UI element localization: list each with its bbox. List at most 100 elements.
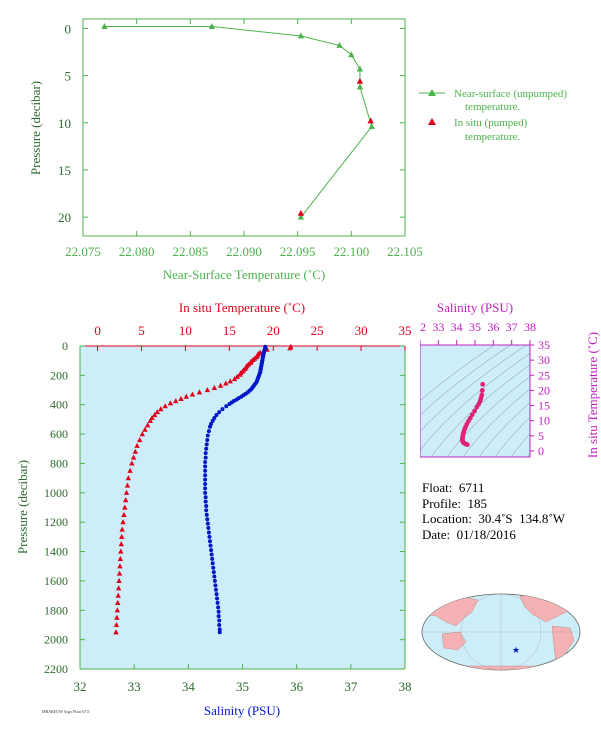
salinity-point xyxy=(205,521,210,526)
temperature-point xyxy=(237,371,243,377)
temperature-point xyxy=(204,387,211,393)
in-situ-point xyxy=(367,117,374,124)
footer-credit: MBARI/UW Argo Float 6711 xyxy=(42,709,90,714)
profile-row: Profile: 185 xyxy=(422,496,565,512)
near-surface-point xyxy=(101,23,108,29)
temperature-point xyxy=(130,454,137,460)
salinity-tick-label: 34 xyxy=(182,679,196,694)
salinity-point xyxy=(203,495,208,500)
temperature-tick-label: 30 xyxy=(355,323,368,338)
top-x-tick-label: 22.085 xyxy=(172,244,208,259)
location-value: 30.4˚S 134.8˚W xyxy=(478,511,565,526)
temperature-point xyxy=(142,426,148,432)
salinity-tick-label: 37 xyxy=(344,679,358,694)
temperature-point xyxy=(196,389,203,395)
salinity-point xyxy=(215,596,220,601)
pressure-tick-label: 1800 xyxy=(44,603,68,617)
salinity-point xyxy=(227,401,232,406)
temperature-point xyxy=(121,511,127,517)
date-label: Date: xyxy=(422,526,451,542)
top-x-tick-label: 22.075 xyxy=(65,244,101,259)
ts-x-tick-label: 38 xyxy=(524,320,536,334)
float-label: Float: xyxy=(422,480,453,495)
temperature-point xyxy=(227,378,233,384)
temperature-point xyxy=(158,406,164,412)
temperature-point xyxy=(234,373,240,379)
salinity-point xyxy=(206,526,211,531)
map-land-south-america xyxy=(551,625,575,665)
location-row: Location: 30.4˚S 134.8˚W xyxy=(422,511,565,527)
temperature-point xyxy=(115,599,121,606)
profile-chart: 0 5 10 15 20 25 30 35 32 33 34 35 36 37 38 0 200 400 600… xyxy=(15,300,412,718)
map-land-antarctica xyxy=(422,665,580,670)
density-contour xyxy=(462,388,530,457)
temperature-point xyxy=(125,475,132,481)
pressure-tick-label: 1000 xyxy=(44,486,68,500)
salinity-point xyxy=(212,574,217,579)
temperature-point xyxy=(120,519,126,525)
salinity-tick-label: 33 xyxy=(128,679,141,694)
temperature-point xyxy=(154,409,160,415)
temperature-tick-label: 35 xyxy=(399,323,412,338)
ts-x-tick-label: 35 xyxy=(469,320,481,334)
pressure-tick-label: 1200 xyxy=(44,515,68,529)
ts-y-tick-label: 25 xyxy=(538,368,550,382)
salinity-point xyxy=(203,490,208,495)
near-surface-point xyxy=(336,41,343,48)
density-contour xyxy=(478,402,530,457)
salinity-tick-label: 36 xyxy=(290,679,304,694)
temperature-axis-label: In situ Temperature (˚C) xyxy=(179,300,305,315)
profile-label: Profile: xyxy=(422,495,461,511)
near-surface-point xyxy=(368,123,375,130)
salinity-point xyxy=(216,614,221,619)
in-situ-point xyxy=(297,209,305,216)
top-y-ticks: 0 5 10 15 20 xyxy=(58,21,405,225)
location-label: Location: xyxy=(422,511,472,526)
ts-point xyxy=(472,408,478,414)
salinity-point xyxy=(203,455,208,460)
salinity-point xyxy=(203,486,208,491)
legend-red-marker xyxy=(428,118,436,125)
float-value: 6711 xyxy=(458,480,485,495)
temperature-point xyxy=(162,403,168,409)
temperature-point xyxy=(114,614,120,620)
temperature-point xyxy=(189,391,196,397)
temperature-point xyxy=(137,436,143,443)
legend-green-marker xyxy=(428,89,436,96)
legend-red-label-1: In situ (pumped) xyxy=(454,117,528,129)
temperature-point xyxy=(231,376,238,382)
salinity-profile-markers xyxy=(203,344,268,635)
salinity-point xyxy=(217,622,222,627)
temperature-point xyxy=(134,442,140,448)
temperature-point xyxy=(178,395,184,401)
legend-green-label-1: Near-surface (unpumped) xyxy=(454,88,567,100)
float-info: Float: 6711 Profile: 185 Location: 30.4˚… xyxy=(422,480,565,542)
ts-x-tick-label: 33 xyxy=(432,320,444,334)
density-contour xyxy=(420,345,496,402)
density-contour xyxy=(510,433,530,457)
salinity-point xyxy=(207,534,212,539)
top-y-tick-label: 10 xyxy=(58,116,71,131)
salinity-point xyxy=(203,464,208,469)
temperature-point xyxy=(167,400,174,406)
ts-point xyxy=(474,404,480,410)
in-situ-series-markers xyxy=(297,77,374,216)
salinity-point xyxy=(211,570,216,575)
map-graticule xyxy=(422,593,580,671)
top-x-tick-label: 22.105 xyxy=(387,244,423,259)
top-legend: Near-surface (unpumped) temperature. In … xyxy=(419,88,567,143)
density-contours xyxy=(420,345,530,457)
salinity-point xyxy=(206,429,211,434)
salinity-point xyxy=(212,578,217,583)
near-surface-point xyxy=(208,23,215,29)
temperature-point xyxy=(116,577,122,584)
temperature-axis-ticks: 0 5 10 15 20 25 30 35 xyxy=(94,323,412,351)
density-contour xyxy=(430,364,530,457)
map-land-australia xyxy=(441,631,467,651)
salinity-point xyxy=(206,530,211,535)
temperature-point xyxy=(119,533,125,539)
salinity-point xyxy=(209,552,214,557)
near-surface-series-markers xyxy=(101,23,375,220)
ts-markers xyxy=(459,381,486,447)
